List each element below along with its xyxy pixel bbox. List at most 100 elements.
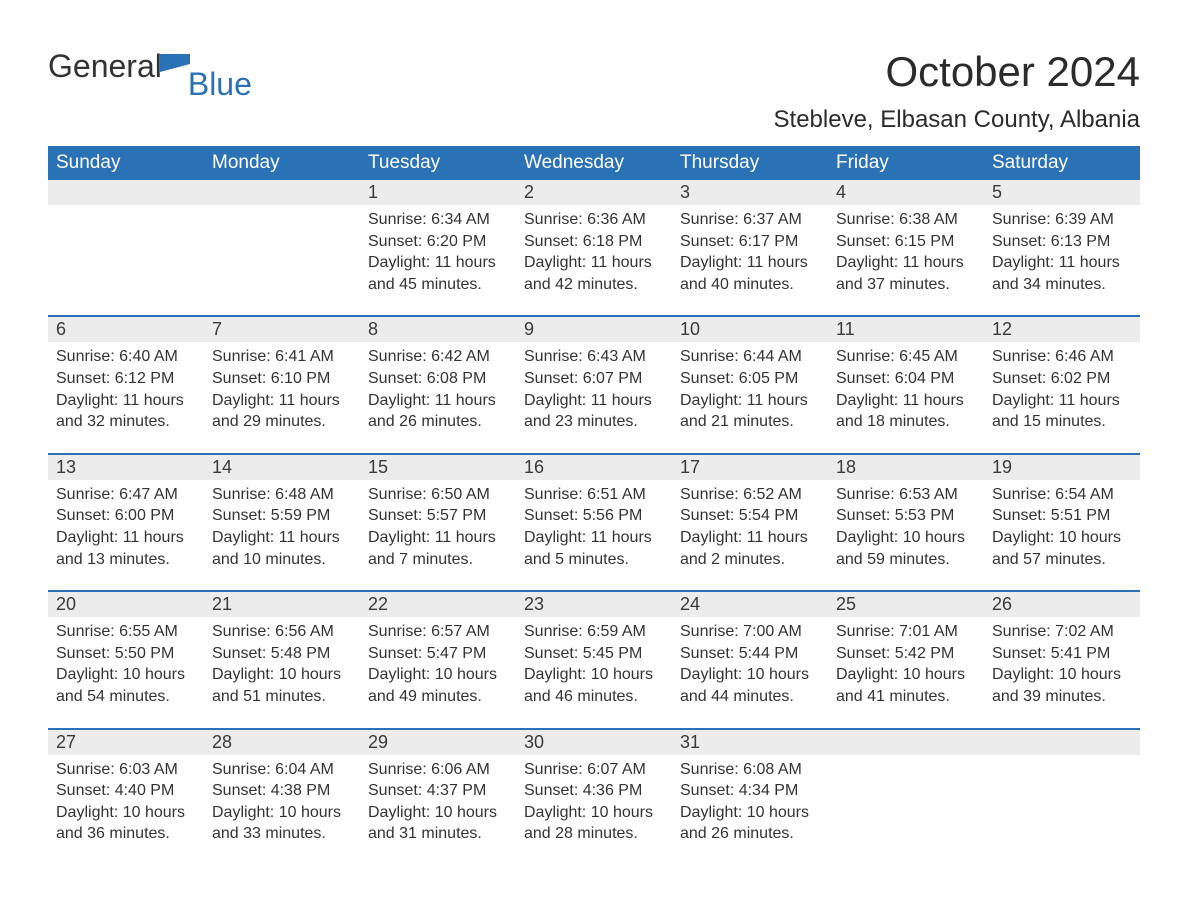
daylight-line2: and 40 minutes. [680,274,820,296]
calendar-table: Sunday Monday Tuesday Wednesday Thursday… [48,146,1140,865]
sunrise-text: Sunrise: 7:01 AM [836,621,976,643]
day-number: 7 [204,317,360,342]
daylight-line1: Daylight: 11 hours [680,252,820,274]
day-number: 10 [672,317,828,342]
day-number: 26 [984,592,1140,617]
daylight-line1: Daylight: 10 hours [212,802,352,824]
daylight-line1: Daylight: 11 hours [680,390,820,412]
sunset-text: Sunset: 6:08 PM [368,368,508,390]
day-details [828,755,984,855]
sunset-text: Sunset: 6:18 PM [524,231,664,253]
daylight-line1: Daylight: 10 hours [836,664,976,686]
sunset-text: Sunset: 6:00 PM [56,505,196,527]
day-details: Sunrise: 6:45 AMSunset: 6:04 PMDaylight:… [828,342,984,452]
daylight-line2: and 34 minutes. [992,274,1132,296]
day-number [48,180,204,205]
daylight-line1: Daylight: 10 hours [524,664,664,686]
day-details: Sunrise: 6:38 AMSunset: 6:15 PMDaylight:… [828,205,984,315]
sunrise-text: Sunrise: 6:34 AM [368,209,508,231]
day-number: 23 [516,592,672,617]
daylight-line1: Daylight: 11 hours [680,527,820,549]
weekday-header: Monday [204,146,360,180]
day-details: Sunrise: 6:48 AMSunset: 5:59 PMDaylight:… [204,480,360,590]
day-number: 20 [48,592,204,617]
day-details: Sunrise: 6:34 AMSunset: 6:20 PMDaylight:… [360,205,516,315]
sunset-text: Sunset: 4:38 PM [212,780,352,802]
calendar-cell [984,729,1140,865]
sunset-text: Sunset: 5:44 PM [680,643,820,665]
day-details: Sunrise: 6:39 AMSunset: 6:13 PMDaylight:… [984,205,1140,315]
daylight-line2: and 41 minutes. [836,686,976,708]
calendar-cell: 6Sunrise: 6:40 AMSunset: 6:12 PMDaylight… [48,316,204,453]
day-number: 25 [828,592,984,617]
calendar-cell: 31Sunrise: 6:08 AMSunset: 4:34 PMDayligh… [672,729,828,865]
day-number: 31 [672,730,828,755]
daylight-line2: and 29 minutes. [212,411,352,433]
daylight-line1: Daylight: 11 hours [524,252,664,274]
day-details: Sunrise: 6:56 AMSunset: 5:48 PMDaylight:… [204,617,360,727]
day-details: Sunrise: 6:07 AMSunset: 4:36 PMDaylight:… [516,755,672,865]
day-number: 2 [516,180,672,205]
weekday-header: Thursday [672,146,828,180]
calendar-cell: 26Sunrise: 7:02 AMSunset: 5:41 PMDayligh… [984,591,1140,728]
calendar-cell [204,180,360,316]
day-number: 14 [204,455,360,480]
calendar-cell: 22Sunrise: 6:57 AMSunset: 5:47 PMDayligh… [360,591,516,728]
calendar-cell: 8Sunrise: 6:42 AMSunset: 6:08 PMDaylight… [360,316,516,453]
weekday-header: Tuesday [360,146,516,180]
daylight-line2: and 37 minutes. [836,274,976,296]
weekday-header: Saturday [984,146,1140,180]
calendar-cell: 27Sunrise: 6:03 AMSunset: 4:40 PMDayligh… [48,729,204,865]
day-number: 29 [360,730,516,755]
day-details: Sunrise: 6:46 AMSunset: 6:02 PMDaylight:… [984,342,1140,452]
daylight-line1: Daylight: 11 hours [992,390,1132,412]
daylight-line1: Daylight: 11 hours [212,390,352,412]
day-details: Sunrise: 6:08 AMSunset: 4:34 PMDaylight:… [672,755,828,865]
sunrise-text: Sunrise: 6:39 AM [992,209,1132,231]
calendar-cell: 2Sunrise: 6:36 AMSunset: 6:18 PMDaylight… [516,180,672,316]
daylight-line1: Daylight: 10 hours [680,802,820,824]
day-number: 12 [984,317,1140,342]
sunset-text: Sunset: 5:59 PM [212,505,352,527]
daylight-line2: and 39 minutes. [992,686,1132,708]
sunrise-text: Sunrise: 6:37 AM [680,209,820,231]
daylight-line2: and 21 minutes. [680,411,820,433]
sunrise-text: Sunrise: 6:04 AM [212,759,352,781]
day-number: 30 [516,730,672,755]
calendar-cell [48,180,204,316]
sunset-text: Sunset: 4:34 PM [680,780,820,802]
month-title: October 2024 [774,48,1140,96]
day-details: Sunrise: 7:00 AMSunset: 5:44 PMDaylight:… [672,617,828,727]
sunset-text: Sunset: 5:57 PM [368,505,508,527]
day-details: Sunrise: 6:03 AMSunset: 4:40 PMDaylight:… [48,755,204,865]
calendar-week-row: 20Sunrise: 6:55 AMSunset: 5:50 PMDayligh… [48,591,1140,728]
day-number: 21 [204,592,360,617]
daylight-line1: Daylight: 11 hours [524,390,664,412]
day-details: Sunrise: 6:37 AMSunset: 6:17 PMDaylight:… [672,205,828,315]
day-details: Sunrise: 6:57 AMSunset: 5:47 PMDaylight:… [360,617,516,727]
day-details: Sunrise: 6:06 AMSunset: 4:37 PMDaylight:… [360,755,516,865]
sunset-text: Sunset: 4:37 PM [368,780,508,802]
daylight-line2: and 57 minutes. [992,549,1132,571]
page-header: General Blue October 2024 Stebleve, Elba… [48,48,1140,134]
daylight-line2: and 42 minutes. [524,274,664,296]
day-details: Sunrise: 6:44 AMSunset: 6:05 PMDaylight:… [672,342,828,452]
daylight-line2: and 51 minutes. [212,686,352,708]
daylight-line2: and 59 minutes. [836,549,976,571]
daylight-line1: Daylight: 11 hours [368,390,508,412]
day-number: 22 [360,592,516,617]
day-details [984,755,1140,855]
sunrise-text: Sunrise: 7:00 AM [680,621,820,643]
daylight-line1: Daylight: 10 hours [680,664,820,686]
sunset-text: Sunset: 6:13 PM [992,231,1132,253]
day-number: 19 [984,455,1140,480]
calendar-cell: 25Sunrise: 7:01 AMSunset: 5:42 PMDayligh… [828,591,984,728]
daylight-line1: Daylight: 11 hours [524,527,664,549]
daylight-line2: and 45 minutes. [368,274,508,296]
title-block: October 2024 Stebleve, Elbasan County, A… [774,48,1140,134]
brand-part1: General [48,48,162,85]
calendar-cell: 18Sunrise: 6:53 AMSunset: 5:53 PMDayligh… [828,454,984,591]
day-number: 11 [828,317,984,342]
daylight-line2: and 7 minutes. [368,549,508,571]
weekday-header: Sunday [48,146,204,180]
